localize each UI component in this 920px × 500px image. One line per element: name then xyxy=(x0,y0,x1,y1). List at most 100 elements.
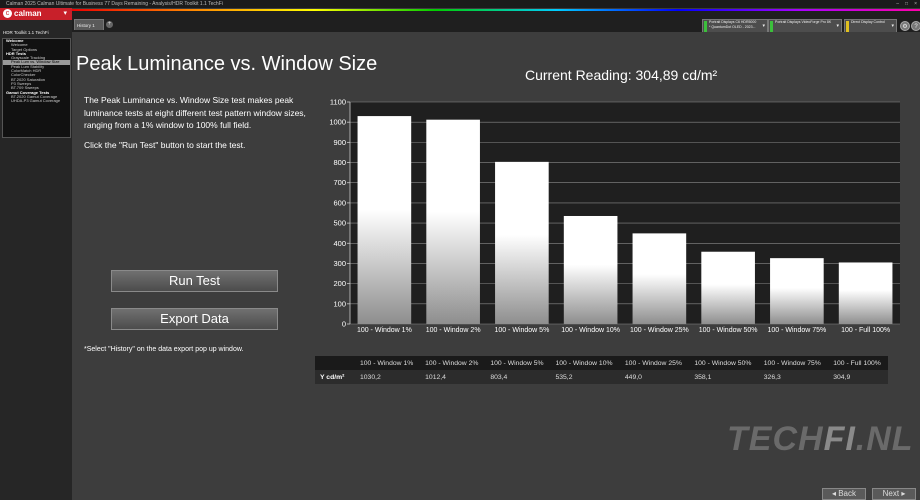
nav-item[interactable]: ColorChecker xyxy=(11,72,36,78)
back-button[interactable]: ◂ Back xyxy=(822,488,866,500)
row-label: Y cd/m² xyxy=(320,373,345,381)
status-led xyxy=(846,21,849,33)
window-title: Calman 2025 Calman Ultimate for Business… xyxy=(6,1,223,7)
help-icon[interactable]: ? xyxy=(911,21,920,31)
chevron-down-icon: ▾ xyxy=(762,23,765,29)
nav-item[interactable]: Peak Lum vs. Window Size xyxy=(3,60,70,65)
bar xyxy=(770,258,824,324)
chevron-down-icon[interactable]: ▾ xyxy=(63,10,67,17)
table-cell: 326,3 xyxy=(763,373,781,381)
x-tick-label: 100 - Full 100% xyxy=(841,327,890,334)
table-cell: 1012,4 xyxy=(425,373,446,381)
brand-bar[interactable]: c calman ▾ xyxy=(0,8,72,20)
watermark-part-fi: FI xyxy=(823,420,856,458)
instruction-text: Click the "Run Test" button to start the… xyxy=(84,139,246,150)
chevron-down-icon: ▾ xyxy=(836,23,839,29)
table-cell: 1030,2 xyxy=(360,373,381,381)
table-header-row: 100 - Window 1% 100 - Window 2% 100 - Wind… xyxy=(315,356,888,370)
column-header: 100 - Window 2% xyxy=(425,359,479,367)
table-cell: 535,2 xyxy=(555,373,573,381)
nav-section-header[interactable]: Gamut Coverage Tests xyxy=(6,89,50,95)
bar xyxy=(838,262,893,324)
results-table: 100 - Window 1% 100 - Window 2% 100 - Wind… xyxy=(315,356,888,384)
y-tick-label: 300 xyxy=(333,259,346,268)
column-header: 100 - Window 5% xyxy=(490,359,544,367)
add-tab-button[interactable]: + xyxy=(106,21,113,28)
title-bar: Calman 2025 Calman Ultimate for Business… xyxy=(0,0,920,8)
minimize-button[interactable]: – xyxy=(896,1,900,7)
table-cell: 803,4 xyxy=(490,373,508,381)
column-header: 100 - Window 10% xyxy=(555,359,613,367)
chevron-down-icon: ▾ xyxy=(891,23,894,29)
column-header: 100 - Window 1% xyxy=(360,359,414,367)
row-label-spacer xyxy=(315,356,356,370)
nav-item[interactable]: BT.2020 Saturation xyxy=(11,76,46,82)
nav-item[interactable]: Grayscale Tracking xyxy=(11,55,46,61)
column-header: 100 - Full 100% xyxy=(833,359,881,367)
table-cell: 304,9 xyxy=(833,373,851,381)
page-title: Peak Luminance vs. Window Size xyxy=(76,53,378,75)
gear-icon[interactable]: ⚙ xyxy=(900,21,910,31)
y-tick-label: 200 xyxy=(333,279,346,288)
column-header: 100 - Window 25% xyxy=(624,359,682,367)
watermark-part-nl: .NL xyxy=(855,420,914,458)
y-tick-label: 600 xyxy=(333,198,346,207)
table-cell: 358,1 xyxy=(694,373,712,381)
maximize-button[interactable]: □ xyxy=(905,1,909,7)
bar xyxy=(701,251,755,324)
nav-item[interactable]: BT.709 Sweeps xyxy=(11,85,39,91)
y-tick-label: 1100 xyxy=(330,98,346,107)
nav-item[interactable]: Target Options xyxy=(11,46,38,52)
nav-item[interactable]: P3 Sweeps xyxy=(11,80,32,86)
tab-history-1[interactable]: History 1 xyxy=(74,19,104,30)
nav-section-header[interactable]: Welcome xyxy=(6,38,24,43)
table-row: Y cd/m² 1030,2 1012,4 803,4 535,2 449,0 358,1 3… xyxy=(315,370,888,384)
next-button[interactable]: Next ▸ xyxy=(872,488,916,500)
table-cell: 449,0 xyxy=(624,373,642,381)
watermark-part-tech: TECH xyxy=(727,420,824,458)
y-tick-label: 700 xyxy=(333,178,346,187)
device-name: Direct Display Control xyxy=(851,20,885,24)
peak-luminance-bar-chart: 0 100 200 300 400 500 600 700 800 900 1000 1100 100 … xyxy=(329,98,900,334)
bar xyxy=(495,161,549,324)
export-note: *Select "History" on the data export pop… xyxy=(84,346,244,353)
nav-item[interactable]: BT.2020 Gamut Coverage xyxy=(11,93,58,99)
current-reading: Current Reading: 304,89 cd/m² xyxy=(525,67,718,83)
y-tick-label: 0 xyxy=(342,320,346,329)
bar xyxy=(357,116,412,324)
nav-item[interactable]: UHDA-P3 Gamut Coverage xyxy=(11,98,61,104)
x-tick-label: 100 - Window 1% xyxy=(357,327,412,334)
x-tick-label: 100 - Window 50% xyxy=(699,327,758,334)
x-tick-label: 100 - Window 75% xyxy=(767,327,826,334)
column-header: 100 - Window 75% xyxy=(763,359,821,367)
run-test-button[interactable]: Run Test xyxy=(111,270,278,292)
workflow-navigator: Welcome Welcome Target Options HDR Tests Gra… xyxy=(2,38,71,138)
nav-item[interactable]: Welcome xyxy=(11,42,28,48)
export-data-button[interactable]: Export Data xyxy=(111,308,278,330)
workflow-title: HDR Toolkit 1.1 TechFi xyxy=(3,30,49,35)
nav-item[interactable]: ColorMatch HDR xyxy=(11,68,42,74)
main-content: Peak Luminance vs. Window Size The Peak … xyxy=(72,32,920,500)
test-description: The Peak Luminance vs. Window Size test … xyxy=(84,94,316,158)
bar xyxy=(632,233,687,324)
x-tick-label: 100 - Window 10% xyxy=(561,327,620,334)
close-button[interactable]: × xyxy=(914,1,917,7)
x-tick-label: 100 - Window 5% xyxy=(494,327,549,334)
device-name: Portrait Displays VideoForge Pro 8K xyxy=(775,20,832,24)
device-detail: * QuantumDot OLED - 2023... xyxy=(709,25,756,29)
bar xyxy=(563,215,618,324)
y-tick-label: 800 xyxy=(333,158,346,167)
nav-section-header[interactable]: HDR Tests xyxy=(6,50,26,56)
status-led xyxy=(704,21,707,33)
y-tick-label: 100 xyxy=(333,299,346,308)
description-text: The Peak Luminance vs. Window Size test … xyxy=(84,95,306,130)
sidebar: c calman ▾ HDR Toolkit 1.1 TechFi Welcom… xyxy=(0,8,72,500)
status-led xyxy=(770,21,773,33)
x-tick-label: 100 - Window 2% xyxy=(426,327,481,334)
y-tick-label: 500 xyxy=(333,219,346,228)
nav-item[interactable]: Peak Lum Stability xyxy=(11,63,45,69)
column-header: 100 - Window 50% xyxy=(694,359,752,367)
y-tick-label: 900 xyxy=(333,138,346,147)
calman-logo-icon: c xyxy=(3,9,12,18)
techfi-watermark: TECHFI.NL xyxy=(727,420,914,459)
